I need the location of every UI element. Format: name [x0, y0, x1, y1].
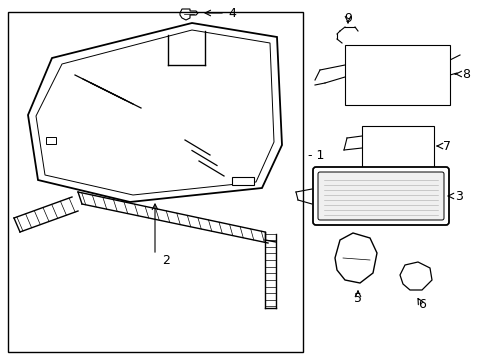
Bar	[345, 45, 450, 105]
Text: 3: 3	[455, 189, 463, 202]
Bar	[8, 12, 303, 352]
Text: 8: 8	[462, 68, 470, 81]
Bar	[362, 126, 434, 168]
Text: 9: 9	[344, 12, 352, 24]
Text: 5: 5	[354, 292, 362, 305]
Text: 7: 7	[443, 140, 451, 153]
Text: 6: 6	[418, 298, 426, 311]
Text: 2: 2	[162, 253, 170, 266]
Bar	[46, 137, 56, 144]
Text: 4: 4	[228, 6, 236, 19]
Text: - 1: - 1	[308, 149, 324, 162]
Bar	[232, 177, 254, 185]
FancyBboxPatch shape	[313, 167, 449, 225]
FancyBboxPatch shape	[318, 172, 444, 220]
